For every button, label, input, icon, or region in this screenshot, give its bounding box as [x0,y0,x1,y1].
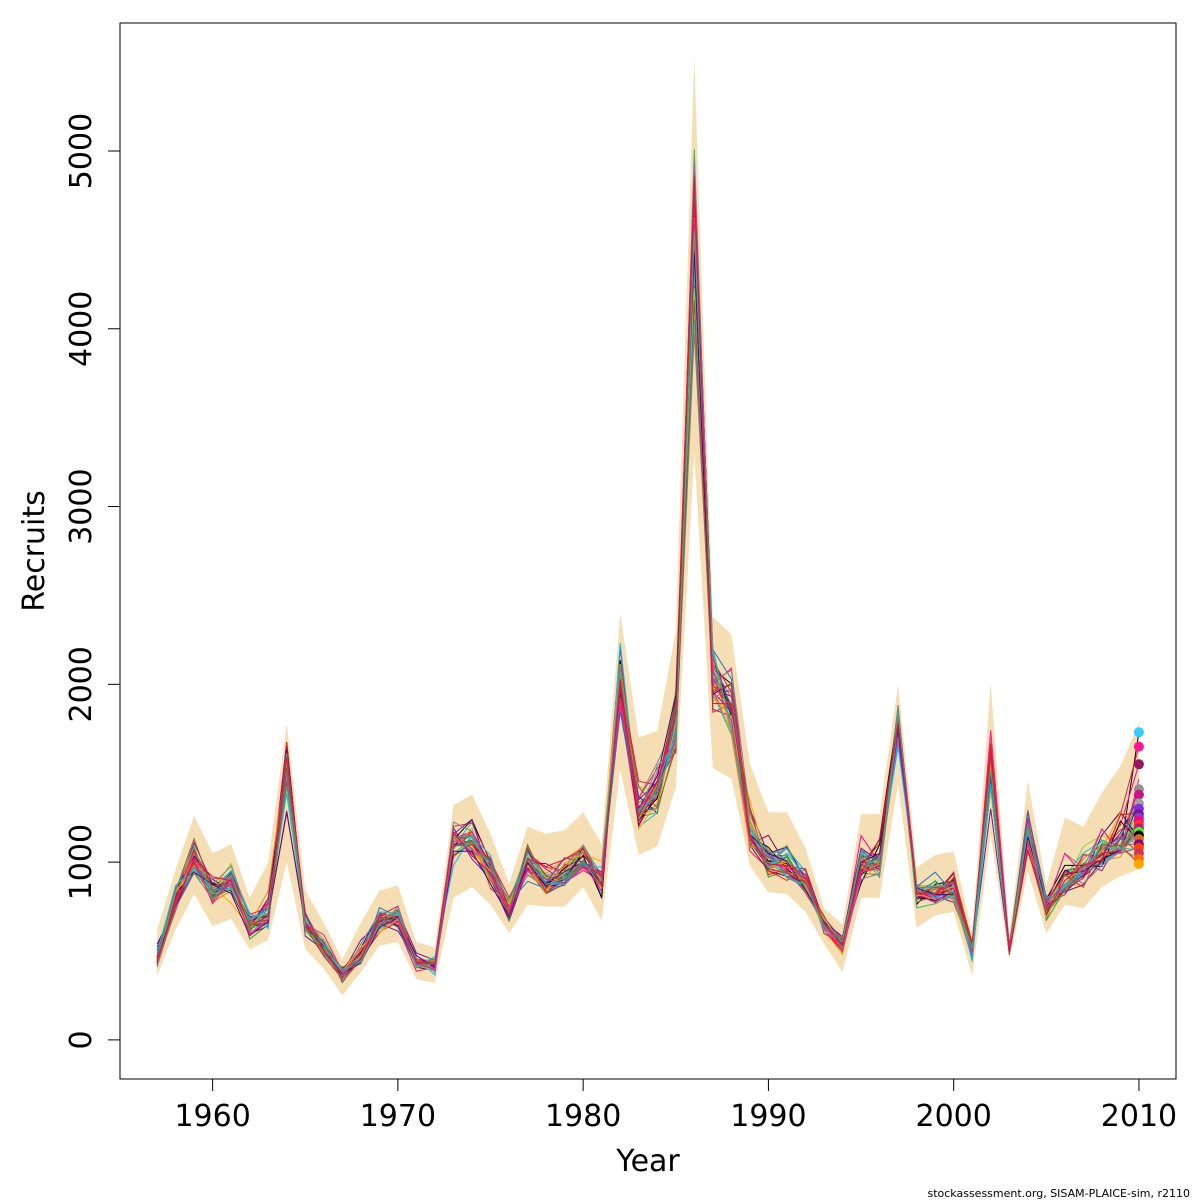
series-line-9 [156,214,1140,979]
series-line-32 [156,178,1140,979]
series-line-14 [156,242,1140,976]
series-line-39 [156,230,1140,971]
series-line-34 [156,254,1140,975]
series-line-22 [156,204,1140,983]
x-axis-title: Year [615,1144,680,1179]
series-line-33 [156,161,1140,977]
series-line-31 [156,217,1140,973]
y-tick-label-1000: 1000 [64,824,99,900]
series-line-15 [156,232,1140,971]
x-tick-label-1970: 1970 [360,1099,436,1134]
endpoint-marker-2 [1133,741,1144,752]
y-axis-title: Recruits [17,490,52,612]
series-line-16 [156,255,1140,971]
series-line-18 [156,249,1140,976]
series-line-10 [156,233,1140,971]
series-line-1 [156,208,1140,979]
series-line-28 [156,299,1140,975]
y-tick-label-5000: 5000 [64,113,99,189]
x-tick-label-1960: 1960 [174,1099,250,1134]
endpoint-marker-5 [1133,789,1144,800]
series-line-19 [156,149,1140,977]
series-line-11 [156,207,1140,975]
series-line-26 [156,164,1139,979]
series-line-37 [156,300,1139,984]
series-line-5 [156,183,1140,970]
footer-note: stockassessment.org, SISAM-PLAICE-sim, r… [927,1187,1190,1200]
series-line-4 [156,192,1140,972]
x-tick-label-1990: 1990 [730,1099,806,1134]
series-line-17 [156,285,1140,979]
series-line-29 [156,288,1140,972]
series-line-3 [156,215,1140,973]
endpoint-markers [1133,727,1144,869]
y-tick-label-2000: 2000 [64,646,99,722]
y-tick-label-3000: 3000 [64,468,99,544]
series-line-25 [156,258,1140,975]
endpoint-marker-20 [1133,858,1144,869]
series-line-30 [156,257,1140,973]
series-line-2 [156,187,1140,981]
series-line-23 [156,172,1140,977]
endpoint-marker-3 [1133,759,1144,770]
confidence-band [157,56,1139,996]
series-line-7 [156,268,1140,976]
series-line-20 [156,210,1140,980]
x-tick-label-2000: 2000 [916,1099,992,1134]
series-line-24 [156,215,1140,973]
series-line-35 [156,252,1140,975]
x-tick-label-2010: 2010 [1101,1099,1177,1134]
y-tick-label-0: 0 [64,1030,99,1049]
plot-frame [119,22,1177,1080]
confidence-band-area [157,56,1139,996]
series-line-40 [156,175,1139,976]
endpoint-marker-1 [1133,727,1144,738]
series-line-13 [156,210,1140,973]
x-axis: 1960 1970 1980 1990 2000 2010 [174,1079,1177,1134]
series-line-21 [156,171,1140,978]
series-line-38 [156,218,1140,973]
simulated-series [156,149,1140,984]
y-tick-label-4000: 4000 [64,291,99,367]
y-axis: 0 1000 2000 3000 4000 5000 [64,113,120,1049]
x-tick-label-1980: 1980 [545,1099,621,1134]
series-line-8 [156,197,1140,975]
